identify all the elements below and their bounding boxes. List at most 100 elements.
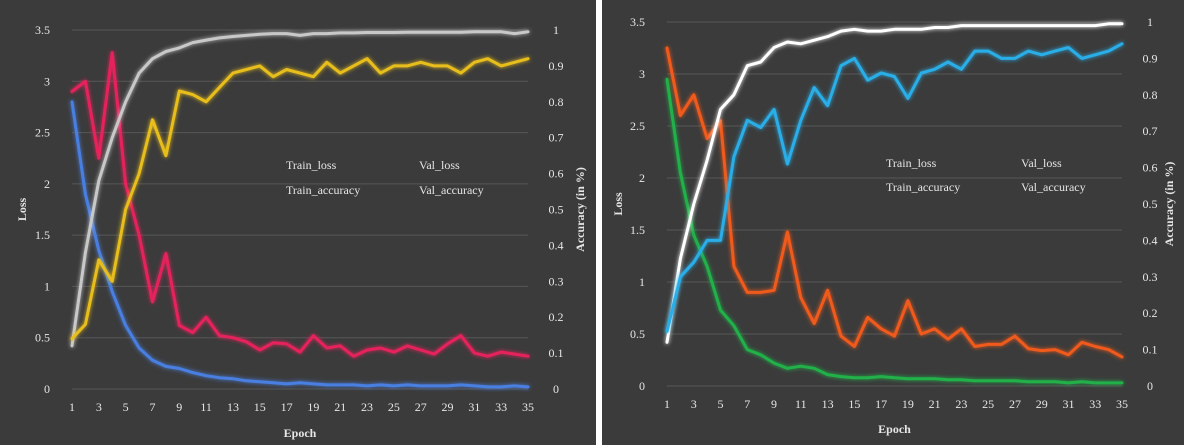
x-tick-label: 35: [1116, 397, 1128, 411]
y2-tick-label: 1: [553, 23, 559, 37]
legend-label: Val_accuracy: [1021, 180, 1086, 194]
y2-tick-label: 0.2: [549, 310, 564, 324]
x-tick-label: 5: [718, 397, 724, 411]
legend-label: Train_loss: [286, 158, 337, 172]
y2-tick-label: 0.5: [549, 203, 564, 217]
y2-tick-label: 0.7: [1143, 124, 1158, 138]
x-tick-label: 1: [69, 400, 75, 414]
series-line-train-loss: [70, 100, 530, 389]
y-tick-label: 0.5: [35, 331, 50, 345]
legend-label: Train_accuracy: [886, 180, 960, 194]
series-line-val-accuracy: [70, 57, 530, 341]
x-tick-label: 11: [200, 400, 212, 414]
y2-tick-label: 0.1: [1143, 343, 1158, 357]
y-tick-label: 1.5: [35, 228, 50, 242]
x-tick-label: 23: [361, 400, 373, 414]
x-tick-label: 1: [664, 397, 670, 411]
y-axis-title: Loss: [611, 192, 625, 216]
y2-axis-title: Accuracy (in %): [573, 167, 587, 252]
series-line-train-loss: [665, 77, 1124, 385]
series-line-train-accuracy: [665, 22, 1124, 344]
series-line-train-accuracy: [70, 30, 530, 348]
x-tick-label: 31: [1062, 397, 1074, 411]
legend-label: Val_loss: [419, 158, 460, 172]
y2-tick-label: 0.8: [549, 95, 564, 109]
y-tick-label: 2.5: [630, 119, 645, 133]
x-tick-label: 3: [691, 397, 697, 411]
series-line-val-accuracy: [665, 42, 1124, 333]
x-tick-label: 25: [982, 397, 994, 411]
y2-tick-label: 0.9: [1143, 51, 1158, 65]
x-tick-label: 27: [1009, 397, 1021, 411]
x-tick-label: 19: [902, 397, 914, 411]
x-tick-label: 23: [955, 397, 967, 411]
y-tick-label: 3: [44, 74, 50, 88]
legend-label: Train_loss: [886, 156, 937, 170]
y2-tick-label: 0.3: [1143, 270, 1158, 284]
x-tick-label: 33: [1089, 397, 1101, 411]
x-tick-label: 25: [388, 400, 400, 414]
y2-tick-label: 0.4: [549, 238, 564, 252]
x-tick-label: 3: [96, 400, 102, 414]
x-tick-label: 31: [468, 400, 480, 414]
y2-tick-label: 0.4: [1143, 233, 1158, 247]
x-tick-label: 19: [307, 400, 319, 414]
x-tick-label: 17: [875, 397, 887, 411]
y2-axis-title: Accuracy (in %): [1162, 162, 1176, 247]
x-tick-label: 9: [771, 397, 777, 411]
y-tick-label: 2: [44, 177, 50, 191]
legend-label: Val_accuracy: [419, 183, 484, 197]
y-axis-title: Loss: [15, 197, 29, 221]
loss-accuracy-chart-2: 0 0.5 1 1.5 2 2.5 3 3.5 0 0.1 0.2 0.3 0.4 0.5 0.6 0.7 0.…: [611, 15, 1176, 436]
x-tick-label: 29: [1036, 397, 1048, 411]
y-tick-label: 3.5: [35, 23, 50, 37]
y-tick-label: 1: [639, 275, 645, 289]
x-tick-label: 29: [442, 400, 454, 414]
y2-tick-label: 0.6: [549, 167, 564, 181]
x-axis-title: Epoch: [878, 422, 911, 436]
legend-label: Val_loss: [1021, 156, 1062, 170]
x-tick-label: 33: [495, 400, 507, 414]
y-tick-label: 3.5: [630, 15, 645, 29]
y2-tick-label: 0.2: [1143, 306, 1158, 320]
legend-label: Train_accuracy: [286, 183, 360, 197]
loss-accuracy-chart-1: 0 0.5 1 1.5 2 2.5 3 3.5 0 0.1 0.2 0.3 0.4 0.5 0.6 0.7 0.…: [15, 23, 587, 440]
y-tick-label: 0: [639, 379, 645, 393]
x-tick-label: 21: [929, 397, 941, 411]
series-line-val-loss: [665, 46, 1124, 359]
y-tick-label: 3: [639, 67, 645, 81]
x-tick-label: 17: [281, 400, 293, 414]
y2-tick-label: 0.7: [549, 131, 564, 145]
y2-tick-label: 0: [1147, 379, 1153, 393]
x-axis-title: Epoch: [284, 426, 317, 440]
y2-tick-label: 0.5: [1143, 197, 1158, 211]
x-tick-label: 21: [334, 400, 346, 414]
y2-tick-label: 1: [1147, 15, 1153, 29]
y2-tick-label: 0.9: [549, 59, 564, 73]
y2-tick-label: 0.8: [1143, 88, 1158, 102]
y2-tick-label: 0.6: [1143, 161, 1158, 175]
y2-tick-label: 0: [553, 382, 559, 396]
x-tick-label: 15: [848, 397, 860, 411]
chart-panel-right: 0 0.5 1 1.5 2 2.5 3 3.5 0 0.1 0.2 0.3 0.4 0.5 0.6 0.7 0.…: [602, 0, 1184, 445]
y-tick-label: 1.5: [630, 223, 645, 237]
x-tick-label: 7: [149, 400, 155, 414]
y-tick-label: 2: [639, 171, 645, 185]
x-tick-label: 5: [123, 400, 129, 414]
series-line-val-loss: [70, 51, 530, 358]
x-tick-label: 15: [254, 400, 266, 414]
x-tick-label: 13: [227, 400, 239, 414]
y2-tick-label: 0.3: [549, 274, 564, 288]
y-tick-label: 1: [44, 279, 50, 293]
x-tick-label: 27: [415, 400, 427, 414]
y-tick-label: 0.5: [630, 327, 645, 341]
x-tick-label: 13: [822, 397, 834, 411]
y-tick-label: 0: [44, 382, 50, 396]
chart-panel-left: 0 0.5 1 1.5 2 2.5 3 3.5 0 0.1 0.2 0.3 0.4 0.5 0.6 0.7 0.…: [0, 0, 596, 445]
x-tick-label: 9: [176, 400, 182, 414]
x-tick-label: 7: [744, 397, 750, 411]
y-tick-label: 2.5: [35, 126, 50, 140]
x-tick-label: 35: [522, 400, 534, 414]
x-tick-label: 11: [795, 397, 807, 411]
y2-tick-label: 0.1: [549, 346, 564, 360]
